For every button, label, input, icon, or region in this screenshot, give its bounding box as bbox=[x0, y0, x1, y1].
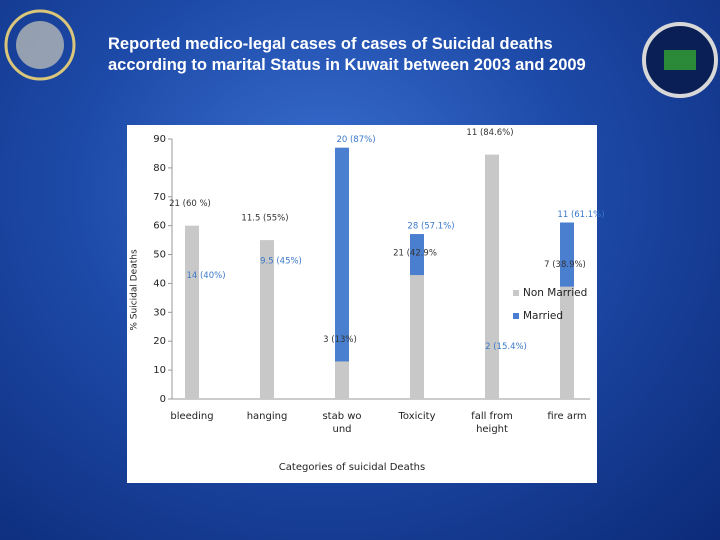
y-tick-label: 60 bbox=[153, 221, 166, 232]
data-label: 14 (40%) bbox=[186, 271, 225, 281]
chart-panel bbox=[127, 125, 597, 483]
y-tick-label: 30 bbox=[153, 307, 166, 318]
y-tick-label: 70 bbox=[153, 192, 166, 203]
legend-swatch bbox=[513, 313, 519, 319]
slide-title: Reported medico-legal cases of cases of … bbox=[108, 35, 586, 74]
x-tick-label: hanging bbox=[246, 411, 288, 422]
data-label: 21 (42.9% bbox=[393, 249, 437, 259]
y-tick-label: 20 bbox=[153, 336, 166, 347]
data-label: 11.5 (55%) bbox=[241, 214, 288, 224]
y-tick-label: 0 bbox=[160, 394, 166, 405]
data-label: 28 (57.1%) bbox=[407, 222, 454, 232]
x-axis-label: Categories of suicidal Deaths bbox=[279, 462, 425, 473]
data-label: 21 (60 %) bbox=[169, 199, 211, 209]
y-tick-label: 50 bbox=[153, 250, 166, 261]
bar bbox=[410, 275, 424, 399]
y-tick-label: 10 bbox=[153, 365, 166, 376]
bar bbox=[560, 286, 574, 399]
bar bbox=[485, 154, 499, 399]
data-label: 9.5 (45%) bbox=[260, 257, 302, 267]
x-tick-label: bleeding bbox=[170, 411, 214, 422]
x-tick-label: Toxicity bbox=[398, 411, 436, 422]
bar bbox=[185, 225, 199, 399]
data-label: 11 (61.1%) bbox=[557, 210, 604, 220]
y-tick-label: 90 bbox=[153, 134, 166, 145]
data-label: 11 (84.6%) bbox=[466, 128, 513, 138]
legend-swatch bbox=[513, 290, 519, 296]
y-tick-label: 40 bbox=[153, 278, 166, 289]
left-logo bbox=[4, 9, 76, 81]
bar bbox=[335, 361, 349, 399]
bar bbox=[260, 240, 274, 399]
y-axis-label: % Suicidal Deaths bbox=[130, 249, 140, 331]
x-tick-label: fall from height bbox=[471, 411, 513, 435]
data-label: 3 (13%) bbox=[323, 335, 357, 345]
y-tick-label: 80 bbox=[153, 163, 166, 174]
legend-label: Married bbox=[523, 310, 563, 322]
data-label: 2 (15.4%) bbox=[485, 342, 527, 352]
legend-label: Non Married bbox=[523, 287, 587, 299]
right-logo-flag bbox=[664, 50, 696, 70]
x-tick-label: stab wound bbox=[322, 411, 362, 435]
x-tick-label: fire arm bbox=[547, 411, 587, 422]
data-label: 20 (87%) bbox=[336, 135, 375, 145]
bar bbox=[335, 147, 349, 399]
data-label: 7 (38.9%) bbox=[544, 260, 586, 270]
left-logo-inner bbox=[16, 21, 64, 69]
